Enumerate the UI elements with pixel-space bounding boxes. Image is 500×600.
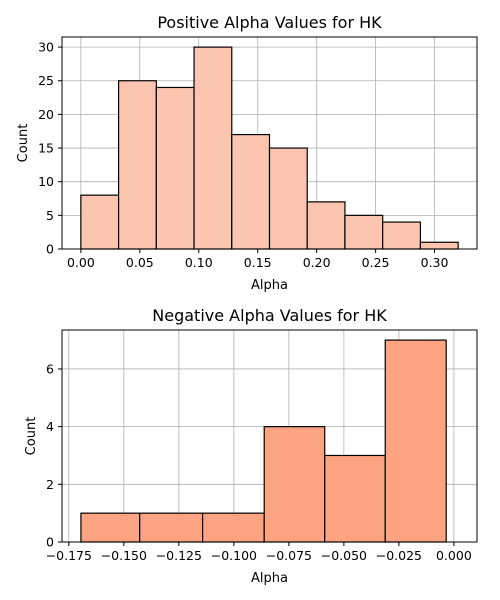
- x-tick-label: −0.175: [46, 548, 92, 563]
- x-tick-label: −0.125: [156, 548, 202, 563]
- y-tick-label: 6: [46, 361, 54, 376]
- y-axis-label: Count: [16, 124, 31, 163]
- axes-frame: [61, 329, 478, 543]
- x-tick-label: 0.20: [303, 255, 331, 270]
- histogram-bar: [155, 86, 195, 250]
- histogram-bar: [384, 339, 447, 543]
- x-tick-label: −0.075: [266, 548, 312, 563]
- histogram-bar: [344, 214, 384, 250]
- x-tick-label: 0.00: [67, 255, 95, 270]
- x-tick-label: 0.05: [126, 255, 154, 270]
- y-tick-label: 5: [46, 208, 54, 223]
- x-axis-label: Alpha: [251, 278, 288, 293]
- axes-frame: [61, 36, 478, 250]
- histogram-bar: [306, 201, 346, 250]
- x-tick-label: −0.100: [211, 548, 257, 563]
- histogram-bar: [193, 46, 233, 250]
- x-tick-label: −0.050: [321, 548, 367, 563]
- y-tick-label: 20: [38, 107, 54, 122]
- x-tick-label: 0.15: [244, 255, 272, 270]
- histogram-bar: [117, 80, 157, 250]
- histogram-bar: [268, 147, 308, 250]
- x-tick-label: 0.10: [185, 255, 213, 270]
- chart-title: Negative Alpha Values for HK: [152, 306, 387, 325]
- histogram-bar: [382, 221, 422, 250]
- negative-alpha-histogram: −0.175 −0.150 −0.125 −0.100 −0.075 −0.050 −0.0…: [24, 306, 478, 586]
- chart-title: Positive Alpha Values for HK: [157, 13, 382, 32]
- histogram-bar: [324, 454, 386, 543]
- x-axis-label: Alpha: [251, 571, 288, 586]
- histogram-bar: [139, 512, 204, 543]
- axis-ticks: 0.00 0.05 0.10 0.15 0.20 0.25 0.30 0 5 10 15 20 25 30: [38, 40, 448, 270]
- y-tick-label: 4: [46, 419, 54, 434]
- y-tick-label: 2: [46, 477, 54, 492]
- y-tick-label: 30: [38, 40, 54, 55]
- histogram-bar: [80, 194, 120, 250]
- y-tick-label: 0: [46, 535, 54, 550]
- y-tick-label: 15: [38, 141, 54, 156]
- histogram-bar: [80, 512, 141, 543]
- x-tick-label: 0.25: [362, 255, 390, 270]
- x-tick-label: 0.000: [436, 548, 472, 563]
- x-tick-label: −0.025: [376, 548, 422, 563]
- x-tick-label: −0.150: [101, 548, 147, 563]
- y-axis-label: Count: [24, 417, 39, 456]
- y-tick-label: 10: [38, 174, 54, 189]
- histogram-bar: [202, 512, 265, 543]
- y-tick-label: 0: [46, 242, 54, 257]
- histogram-bar: [419, 241, 459, 250]
- positive-alpha-histogram: 0.00 0.05 0.10 0.15 0.20 0.25 0.30 0 5 10 15 20 25 30…: [16, 13, 478, 293]
- y-tick-label: 25: [38, 73, 54, 88]
- axis-ticks: −0.175 −0.150 −0.125 −0.100 −0.075 −0.050 −0.0…: [46, 361, 472, 563]
- histogram-bar: [263, 426, 326, 543]
- x-tick-label: 0.30: [421, 255, 449, 270]
- histogram-bars: [80, 46, 459, 250]
- histogram-bar: [231, 133, 271, 250]
